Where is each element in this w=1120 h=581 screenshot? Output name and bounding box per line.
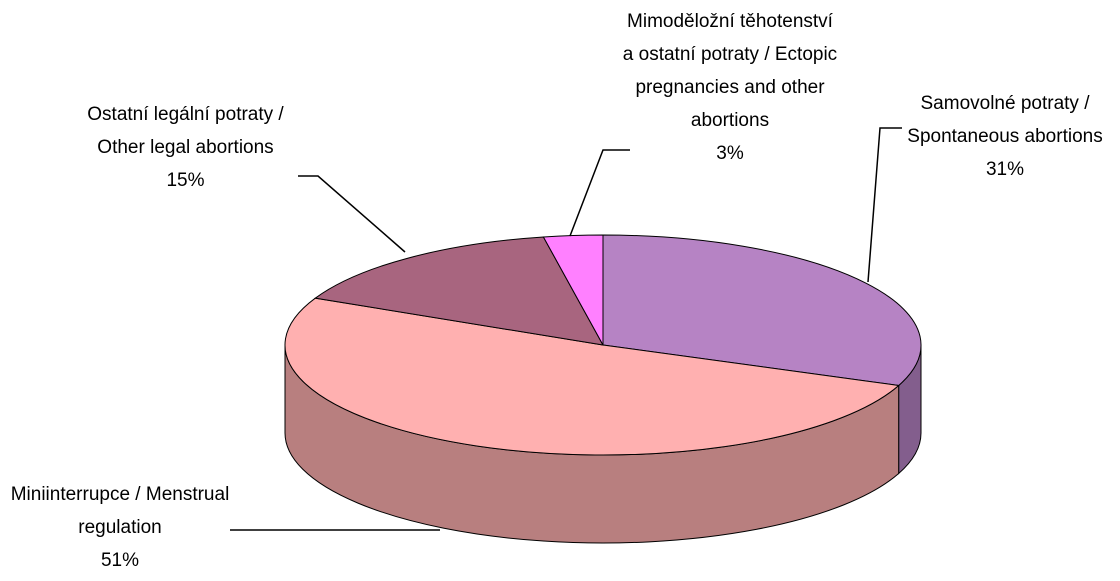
- category-label: Mimoděložní těhotenství a ostatní potrat…: [622, 11, 838, 131]
- slice: [284, 297, 900, 456]
- leader-line: [569, 149, 630, 237]
- value-label: 51%: [100, 550, 140, 571]
- slice: [602, 234, 922, 387]
- leader-line: [298, 175, 406, 253]
- leader-lines: [230, 127, 902, 531]
- slice-label: Ostatní legální potraty / Other legal ab…: [78, 98, 293, 197]
- category-label: Miniinterrupce / Menstrual regulation: [10, 484, 230, 538]
- value-label: 3%: [716, 143, 744, 164]
- slice-label: Miniinterrupce / Menstrual regulation 51…: [10, 478, 230, 577]
- value-label: 31%: [985, 159, 1025, 180]
- slice: [542, 234, 604, 346]
- value-label: 15%: [166, 170, 205, 191]
- slice-label: Mimoděložní těhotenství a ostatní potrat…: [620, 5, 840, 170]
- leader-line: [867, 127, 902, 283]
- slice: [314, 236, 604, 346]
- category-label: Ostatní legální potraty / Other legal ab…: [87, 104, 284, 158]
- slice-label: Samovolné potraty / Spontaneous abortion…: [905, 87, 1105, 186]
- category-label: Samovolné potraty / Spontaneous abortion…: [907, 93, 1103, 147]
